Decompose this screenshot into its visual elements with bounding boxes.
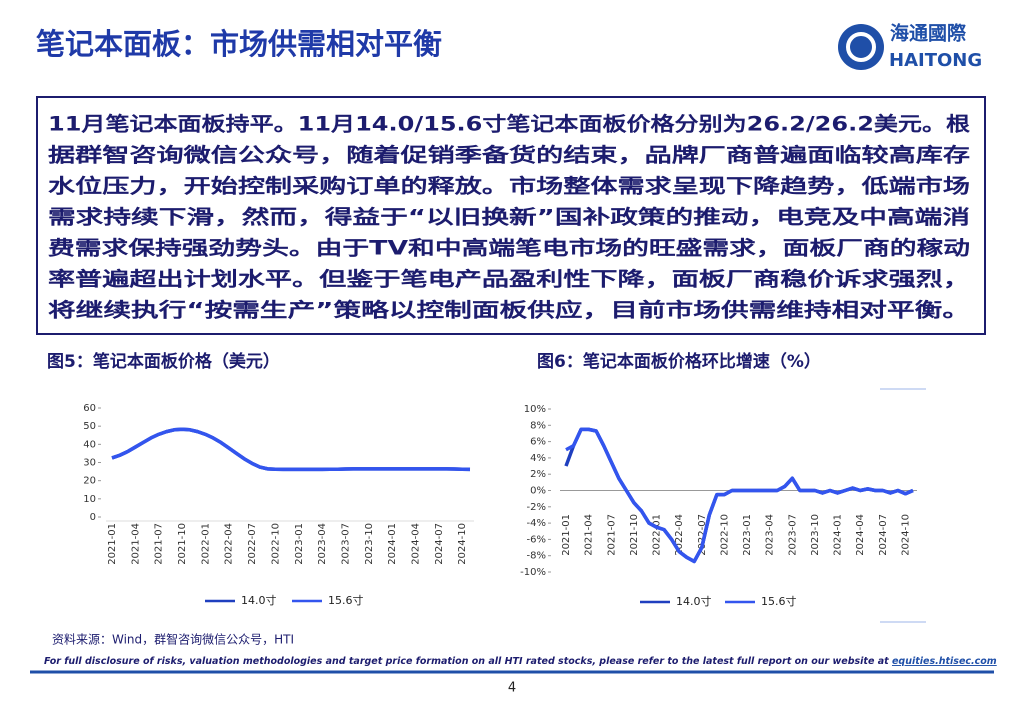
logo-cn: 海通國際 bbox=[890, 22, 967, 45]
y-tick-label: -2% bbox=[527, 502, 546, 513]
legend-label: 14.0寸 bbox=[241, 593, 277, 607]
x-tick-label: 2022-04 bbox=[224, 523, 235, 565]
y-tick-label: 8% bbox=[530, 420, 546, 431]
x-tick-label: 2024-01 bbox=[833, 514, 844, 556]
x-tick-label: 2022-10 bbox=[719, 514, 730, 556]
x-tick-label: 2021-01 bbox=[107, 523, 118, 565]
y-tick-label: 20 bbox=[83, 476, 96, 487]
y-tick-label: 0% bbox=[530, 486, 546, 497]
disclaimer: For full disclosure of risks, valuation … bbox=[44, 656, 997, 667]
x-tick-label: 2021-07 bbox=[606, 514, 617, 556]
y-tick-label: -6% bbox=[527, 534, 546, 545]
body-line: 费需求保持强劲势头。由于TV和中高端笔电市场的旺盛需求，面板厂商的稼动 bbox=[48, 237, 970, 260]
x-tick-label: 2024-04 bbox=[411, 523, 422, 565]
logo-icon-ring bbox=[846, 32, 876, 62]
chart-title: 图5：笔记本面板价格（美元） bbox=[47, 351, 280, 372]
body-line: 水位压力，开始控制采购订单的释放。市场整体需求呈现下降趋势，低端市场 bbox=[48, 175, 970, 198]
y-tick-label: 4% bbox=[530, 453, 546, 464]
x-tick-label: 2024-07 bbox=[434, 523, 445, 565]
body-line: 据群智咨询微信公众号，随着促销季备货的结束，品牌厂商普遍面临较高库存 bbox=[48, 144, 971, 167]
body-line: 率普遍超出计划水平。但鉴于笔电产品盈利性下降，面板厂商稳价诉求强烈， bbox=[48, 268, 970, 291]
x-tick-label: 2023-07 bbox=[340, 523, 351, 565]
x-tick-label: 2022-04 bbox=[674, 514, 685, 556]
page-number: 4 bbox=[508, 681, 516, 696]
y-tick-label: 40 bbox=[83, 439, 96, 450]
x-tick-label: 2021-04 bbox=[584, 514, 595, 556]
x-tick-label: 2023-01 bbox=[742, 514, 753, 556]
x-tick-label: 2022-01 bbox=[652, 514, 663, 556]
website-link[interactable]: equities.htisec.com bbox=[892, 656, 997, 667]
logo-icon bbox=[838, 24, 884, 70]
y-tick-label: -8% bbox=[527, 551, 546, 562]
chart-title: 图6：笔记本面板价格环比增速（%） bbox=[537, 351, 821, 372]
x-tick-label: 2021-07 bbox=[154, 523, 165, 565]
logo: 海通國際 HAITONG bbox=[838, 22, 982, 71]
x-tick-label: 2021-01 bbox=[561, 514, 572, 556]
x-tick-label: 2023-01 bbox=[294, 523, 305, 565]
x-tick-label: 2023-10 bbox=[810, 514, 821, 556]
legend-label: 14.0寸 bbox=[676, 594, 712, 608]
y-tick-label: 60 bbox=[83, 403, 96, 414]
legend-label: 15.6寸 bbox=[328, 593, 364, 607]
y-tick-label: 6% bbox=[530, 437, 546, 448]
y-tick-label: 0 bbox=[90, 512, 96, 523]
line-series bbox=[111, 427, 471, 472]
x-tick-label: 2023-10 bbox=[364, 523, 375, 565]
body-line: 将继续执行“按需生产”策略以控制面板供应，目前市场供需维持相对平衡。 bbox=[48, 299, 970, 322]
x-tick-label: 2023-04 bbox=[317, 523, 328, 565]
disclaimer-text: For full disclosure of risks, valuation … bbox=[44, 656, 889, 667]
x-tick-label: 2024-01 bbox=[387, 523, 398, 565]
x-tick-label: 2024-10 bbox=[900, 514, 911, 556]
x-tick-label: 2024-07 bbox=[878, 514, 889, 556]
logo-en: HAITONG bbox=[889, 50, 982, 71]
x-tick-label: 2024-10 bbox=[457, 523, 468, 565]
legend-label: 15.6寸 bbox=[761, 594, 797, 608]
x-tick-label: 2021-10 bbox=[177, 523, 188, 565]
x-tick-label: 2022-10 bbox=[270, 523, 281, 565]
x-tick-label: 2024-04 bbox=[855, 514, 866, 556]
slide-title: 笔记本面板：市场供需相对平衡 bbox=[36, 27, 442, 61]
y-tick-label: -4% bbox=[527, 518, 546, 529]
x-tick-label: 2021-10 bbox=[629, 514, 640, 556]
body-line: 11月笔记本面板持平。11月14.0/15.6寸笔记本面板价格分别为26.2/2… bbox=[48, 113, 971, 136]
y-tick-label: -10% bbox=[520, 567, 546, 578]
y-tick-label: 2% bbox=[530, 469, 546, 480]
y-tick-label: 10% bbox=[524, 404, 546, 415]
x-tick-label: 2023-04 bbox=[765, 514, 776, 556]
x-tick-label: 2022-07 bbox=[697, 514, 708, 556]
source: 资料来源：Wind，群智咨询微信公众号，HTI bbox=[52, 632, 294, 647]
line-series bbox=[565, 427, 914, 564]
line-series bbox=[111, 427, 471, 472]
y-tick-label: 10 bbox=[83, 494, 96, 505]
x-tick-label: 2022-07 bbox=[247, 523, 258, 565]
y-tick-label: 50 bbox=[83, 421, 96, 432]
body-line: 需求持续下滑，然而，得益于“以旧换新”国补政策的推动，电竞及中高端消 bbox=[48, 206, 970, 229]
y-tick-label: 30 bbox=[83, 458, 96, 469]
x-tick-label: 2022-01 bbox=[200, 523, 211, 565]
text-box bbox=[36, 96, 986, 335]
x-tick-label: 2021-04 bbox=[130, 523, 141, 565]
x-tick-label: 2023-07 bbox=[787, 514, 798, 556]
